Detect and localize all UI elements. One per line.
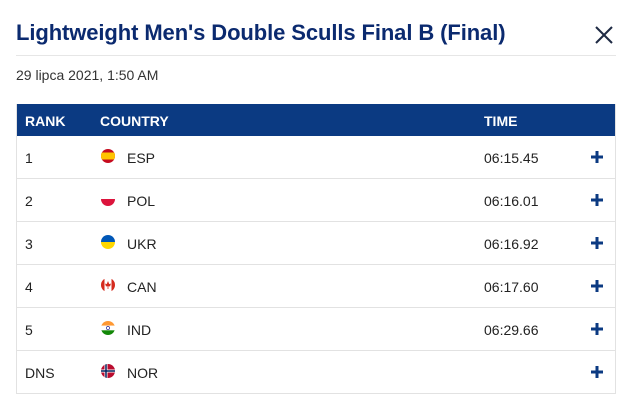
time-cell: 06:17.60: [484, 279, 539, 295]
header-country: COUNTRY: [100, 113, 169, 129]
plus-icon[interactable]: [588, 277, 606, 295]
time-cell: 06:16.01: [484, 193, 539, 209]
country-cell: CAN: [127, 279, 157, 295]
close-icon[interactable]: [593, 24, 615, 46]
rank-cell: 4: [25, 279, 33, 295]
plus-icon[interactable]: [588, 234, 606, 252]
country-cell: IND: [127, 322, 152, 338]
plus-icon[interactable]: [588, 320, 606, 338]
table-row[interactable]: 3 UKR 06:16.92: [17, 222, 615, 265]
plus-icon[interactable]: [588, 363, 606, 381]
table-row[interactable]: 2 POL 06:16.01: [17, 179, 615, 222]
dialog-header: Lightweight Men's Double Sculls Final B …: [0, 0, 628, 56]
time-cell: 06:15.45: [484, 150, 539, 166]
rank-cell: 3: [25, 236, 33, 252]
table-row[interactable]: 1 ESP 06:15.45: [17, 136, 615, 179]
header-rank: RANK: [25, 113, 66, 129]
results-table: RANK COUNTRY TIME 1 ESP 06:15.45 2 POL 0…: [16, 104, 616, 394]
rank-cell: 2: [25, 193, 33, 209]
table-header: RANK COUNTRY TIME: [17, 104, 615, 136]
poland-flag-icon: [101, 192, 115, 206]
rank-cell: 5: [25, 322, 33, 338]
header-divider: [16, 55, 616, 56]
event-date: 29 lipca 2021, 1:50 AM: [16, 67, 159, 83]
time-cell: 06:29.66: [484, 322, 539, 338]
time-cell: 06:16.92: [484, 236, 539, 252]
rank-cell: 1: [25, 150, 33, 166]
country-cell: POL: [127, 193, 156, 209]
india-flag-icon: [101, 321, 115, 335]
norway-flag-icon: [101, 364, 115, 378]
header-time: TIME: [484, 113, 518, 129]
dialog-title: Lightweight Men's Double Sculls Final B …: [16, 20, 506, 45]
table-row[interactable]: 4 CAN 06:17.60: [17, 265, 615, 308]
table-row[interactable]: 5 IND 06:29.66: [17, 308, 615, 351]
plus-icon[interactable]: [588, 191, 606, 209]
rank-cell: DNS: [25, 365, 55, 381]
country-cell: ESP: [127, 150, 156, 166]
spain-flag-icon: [101, 149, 115, 163]
country-cell: NOR: [127, 365, 159, 381]
ukraine-flag-icon: [101, 235, 115, 249]
country-cell: UKR: [127, 236, 157, 252]
table-row[interactable]: DNS NOR: [17, 351, 615, 394]
plus-icon[interactable]: [588, 148, 606, 166]
canada-flag-icon: [101, 278, 115, 292]
